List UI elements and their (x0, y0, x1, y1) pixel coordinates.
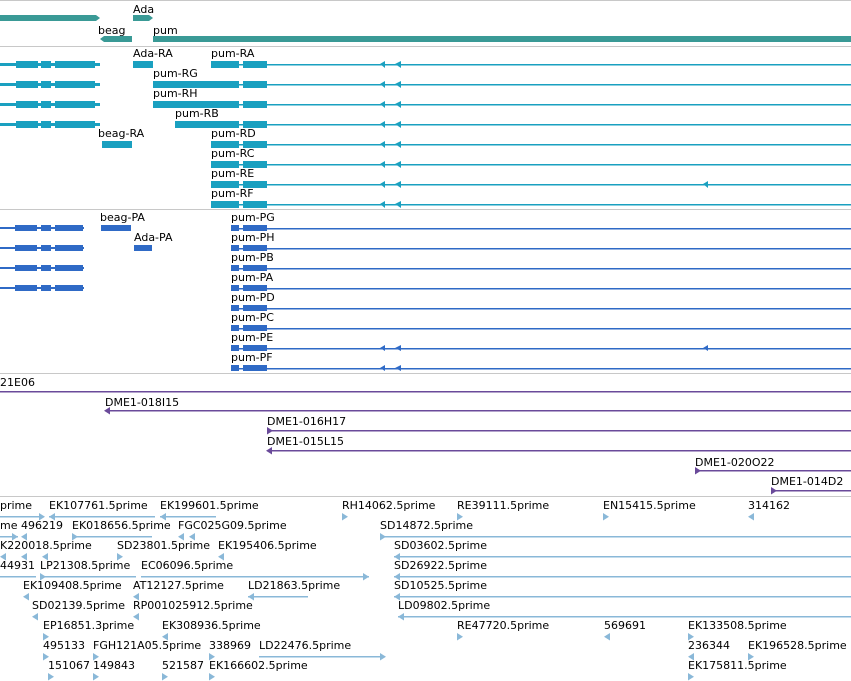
est-label: FGC025G09.5prime (178, 519, 287, 532)
est-label: EK018656.5prime (72, 519, 171, 532)
est-label: SD26922.5prime (394, 559, 487, 572)
est-label: SD02139.5prime (32, 599, 125, 612)
est-label: RH14062.5prime (342, 499, 436, 512)
transcript-label: pum-RA (211, 47, 255, 60)
clone-label: 21E06 (0, 376, 35, 389)
est-label: SD14872.5prime (380, 519, 473, 532)
est-label: EK308936.5prime (162, 619, 261, 632)
clone-label: DME1-016H17 (267, 415, 346, 428)
est-label: me (0, 519, 18, 532)
clone-strand-icon (267, 427, 273, 435)
est-label: RE39111.5prime (457, 499, 549, 512)
est-label: EN15415.5prime (603, 499, 696, 512)
est-label: 314162 (748, 499, 790, 512)
clone-track: 21E06 DME1-018I15 DME1-016H17 DME1-015L1… (0, 376, 851, 497)
est-label: EK166602.5prime (209, 659, 308, 672)
est-label: AT12127.5prime (133, 579, 224, 592)
protein-label: pum-PF (231, 351, 273, 364)
est-label: EK107761.5prime (49, 499, 148, 512)
protein-label: pum-PA (231, 271, 274, 284)
protein-label: Ada-PA (134, 231, 173, 244)
transcript-features-pum (153, 61, 851, 208)
transcript-label: pum-RH (153, 87, 198, 100)
est-features (0, 513, 851, 681)
clone-feature[interactable] (0, 391, 851, 393)
est-label: 338969 (209, 639, 251, 652)
transcript-label: beag-RA (98, 127, 145, 140)
est-label: SD10525.5prime (394, 579, 487, 592)
transcript-label: pum-RD (211, 127, 256, 140)
clone-strand-icon (266, 447, 272, 455)
protein-label: pum-PD (231, 291, 275, 304)
gene-label-beag: beag (98, 24, 125, 37)
clone-feature[interactable] (695, 470, 851, 472)
gene-beag-feature[interactable] (100, 36, 132, 42)
est-label: RE47720.5prime (457, 619, 549, 632)
est-label: EK175811.5prime (688, 659, 787, 672)
protein-label: pum-PC (231, 311, 274, 324)
est-label: 496219 (21, 519, 63, 532)
transcript-label: pum-RG (153, 67, 198, 80)
est-label: prime (0, 499, 32, 512)
est-label: SD03602.5prime (394, 539, 487, 552)
est-label: EK133508.5prime (688, 619, 787, 632)
est-label: EP16851.3prime (43, 619, 134, 632)
clone-feature[interactable] (270, 450, 851, 452)
gene-label-ada: Ada (133, 3, 154, 16)
est-label: LP21308.5prime (40, 559, 131, 572)
clone-strand-icon (695, 467, 701, 475)
gene-track: Ada beag pum (0, 0, 851, 47)
est-label: K220018.5prime (0, 539, 92, 552)
est-label: RP001025912.5prime (133, 599, 253, 612)
protein-features (0, 225, 851, 371)
protein-label: pum-PG (231, 211, 275, 224)
transcript-label: pum-RE (211, 167, 254, 180)
clone-strand-icon (771, 487, 777, 495)
gene-ada-feature[interactable] (133, 15, 153, 21)
clone-feature[interactable] (108, 410, 851, 412)
transcript-label: pum-RF (211, 187, 254, 200)
protein-label: beag-PA (100, 211, 145, 224)
gene-label-pum: pum (153, 24, 178, 37)
est-label: LD22476.5prime (259, 639, 351, 652)
est-label: 149843 (93, 659, 135, 672)
est-label: 44931 (0, 559, 35, 572)
clone-label: DME1-018I15 (105, 396, 179, 409)
gene-feature[interactable] (0, 15, 100, 21)
est-label: 236344 (688, 639, 730, 652)
est-track: prime EK107761.5prime EK199601.5prime RH… (0, 499, 851, 681)
est-label: LD21863.5prime (248, 579, 340, 592)
clone-label: DME1-015L15 (267, 435, 344, 448)
est-label: EC06096.5prime (141, 559, 233, 572)
transcript-label: Ada-RA (133, 47, 173, 60)
est-label: FGH121A05.5prime (93, 639, 201, 652)
est-label: EK199601.5prime (160, 499, 259, 512)
protein-label: pum-PB (231, 251, 274, 264)
transcript-features-left (0, 61, 153, 148)
transcript-label: pum-RB (175, 107, 219, 120)
est-label: SD23801.5prime (117, 539, 210, 552)
protein-label: pum-PH (231, 231, 275, 244)
clone-label: DME1-020O22 (695, 456, 775, 469)
est-label: 521587 (162, 659, 204, 672)
gene-pum-feature[interactable] (153, 36, 851, 42)
transcript-label: pum-RC (211, 147, 255, 160)
est-label: LD09802.5prime (398, 599, 490, 612)
est-label: 151067 (48, 659, 90, 672)
est-label: EK196528.5prime (748, 639, 847, 652)
est-label: 569691 (604, 619, 646, 632)
clone-feature[interactable] (267, 430, 851, 432)
est-label: EK195406.5prime (218, 539, 317, 552)
protein-label: pum-PE (231, 331, 273, 344)
clone-strand-icon (104, 407, 110, 415)
protein-track: beag-PA Ada-PA pum-PG pum-PH pum-PB pum-… (0, 211, 851, 374)
transcript-track: Ada-RA pum-RA pum-RG pum-RH pum-RB beag-… (0, 47, 851, 210)
clone-feature[interactable] (771, 490, 851, 492)
est-label: 495133 (43, 639, 85, 652)
est-label: EK109408.5prime (23, 579, 122, 592)
clone-label: DME1-014D2 (771, 475, 843, 488)
